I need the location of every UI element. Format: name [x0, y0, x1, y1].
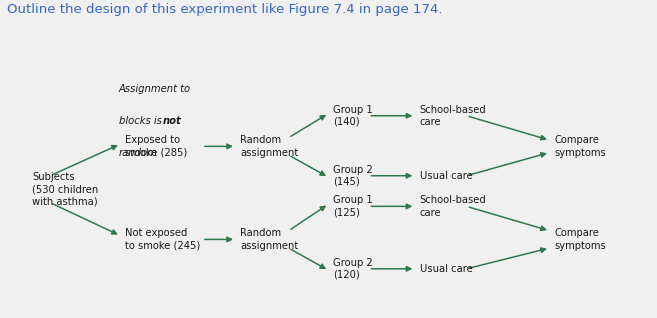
- Text: Subjects
(530 children
with asthma): Subjects (530 children with asthma): [32, 172, 99, 207]
- Text: not: not: [163, 116, 181, 126]
- Text: Compare
symptoms: Compare symptoms: [555, 135, 606, 157]
- Text: Usual care: Usual care: [420, 171, 472, 181]
- Text: Compare
symptoms: Compare symptoms: [555, 228, 606, 251]
- Text: School-based
care: School-based care: [420, 105, 486, 127]
- Text: Group 2
(145): Group 2 (145): [333, 164, 373, 187]
- Text: Usual care: Usual care: [420, 264, 472, 274]
- Text: Group 1
(140): Group 1 (140): [333, 105, 373, 127]
- Text: random: random: [119, 148, 158, 158]
- Text: School-based
care: School-based care: [420, 195, 486, 218]
- Text: Exposed to
smoke (285): Exposed to smoke (285): [125, 135, 187, 157]
- Text: blocks is: blocks is: [119, 116, 165, 126]
- Text: Assignment to: Assignment to: [119, 84, 191, 94]
- Text: Group 2
(120): Group 2 (120): [333, 258, 373, 280]
- Text: Group 1
(125): Group 1 (125): [333, 195, 373, 218]
- Text: Random
assignment: Random assignment: [240, 228, 299, 251]
- Text: Random
assignment: Random assignment: [240, 135, 299, 157]
- Text: Not exposed
to smoke (245): Not exposed to smoke (245): [125, 228, 200, 251]
- Text: Outline the design of this experiment like Figure 7.4 in page 174.: Outline the design of this experiment li…: [7, 3, 442, 16]
